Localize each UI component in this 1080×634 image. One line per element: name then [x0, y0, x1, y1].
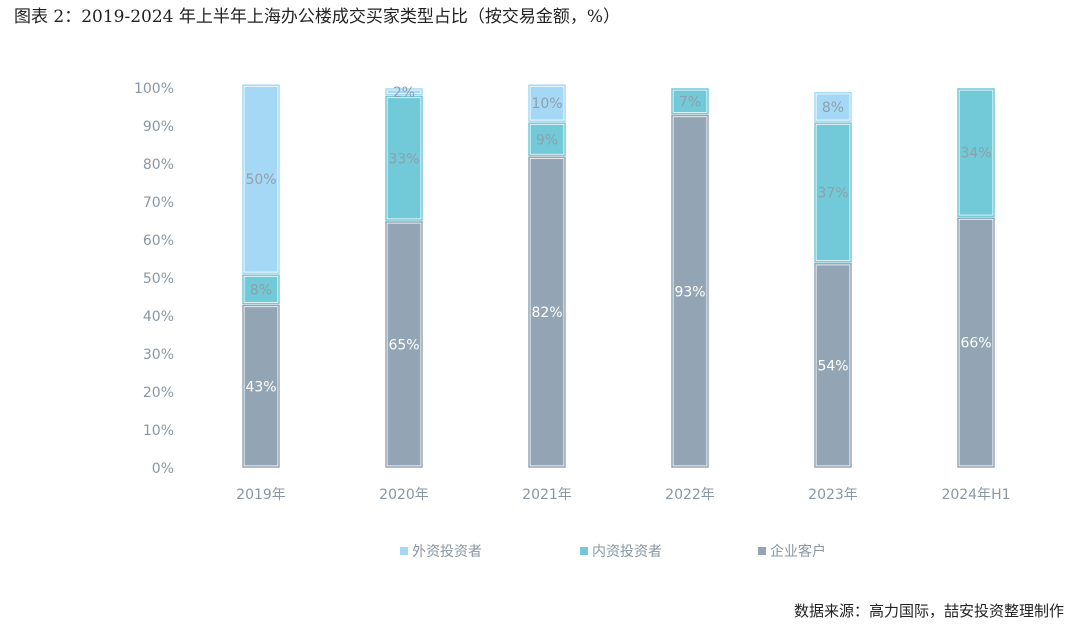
legend-swatch-domestic: [580, 547, 588, 555]
bar-group-1: 43% 8% 50%: [242, 84, 280, 468]
x-tick-label: 2022年: [665, 487, 715, 503]
bar-group-2: 65% 33% 2%: [385, 85, 423, 468]
x-tick-label: 2024年H1: [941, 487, 1010, 503]
bar-corporate-6: [959, 219, 993, 466]
bar-domestic-3: [530, 124, 564, 154]
legend-swatch-foreign: [400, 547, 408, 555]
x-tick-label: 2019年: [236, 487, 286, 503]
data-label: 37%: [817, 186, 848, 202]
bar-group-5: 54% 37% 8%: [814, 92, 852, 468]
bar-domestic-6: [959, 90, 993, 215]
data-label: 10%: [531, 96, 562, 112]
bar-group-3: 82% 9% 10%: [528, 84, 566, 468]
figure-title: 图表 2：2019-2024 年上半年上海办公楼成交买家类型占比（按交易金额，%…: [14, 7, 621, 27]
legend-label: 企业客户: [770, 543, 826, 560]
bar-domestic-1: [244, 276, 278, 303]
data-label: 34%: [960, 146, 991, 162]
x-tick-label: 2021年: [522, 487, 572, 503]
bar-group-6: 66% 34%: [957, 88, 995, 468]
data-label: 7%: [679, 94, 701, 110]
x-tick-label: 2020年: [379, 487, 429, 503]
data-label: 8%: [250, 282, 272, 298]
y-tick-label: 40%: [143, 309, 174, 325]
bar-corporate-2: [387, 223, 421, 466]
legend-label: 外资投资者: [412, 544, 482, 560]
bar-corporate-1: [244, 307, 278, 466]
bar-foreign-1: [244, 86, 278, 272]
y-tick-label: 0%: [152, 461, 174, 477]
y-tick-label: 90%: [143, 119, 174, 135]
data-label: 8%: [822, 100, 844, 116]
bar-domestic-2: [387, 98, 421, 219]
y-tick-label: 60%: [143, 233, 174, 249]
data-label: 9%: [536, 132, 558, 148]
y-tick-label: 30%: [143, 347, 174, 363]
data-label: 82%: [531, 305, 562, 321]
bar-corporate-4: [673, 117, 707, 466]
bar-corporate-3: [530, 158, 564, 466]
data-label: 43%: [245, 379, 276, 395]
x-tick-label: 2023年: [808, 487, 858, 503]
bar-foreign-5: [816, 94, 850, 120]
bar-corporate-5: [816, 265, 850, 466]
data-label: 50%: [245, 172, 276, 188]
bar-foreign-3: [530, 86, 564, 120]
data-label: 33%: [388, 151, 419, 167]
bar-group-4: 93% 7%: [671, 88, 709, 468]
y-tick-label: 50%: [143, 271, 174, 287]
legend-swatch-corporate: [758, 547, 766, 555]
source-note: 数据来源：高力国际，喆安投资整理制作: [793, 602, 1064, 620]
y-tick-label: 10%: [143, 423, 174, 439]
data-label: 93%: [674, 284, 705, 300]
y-tick-label: 100%: [134, 81, 174, 97]
y-tick-label: 70%: [143, 195, 174, 211]
y-tick-label: 20%: [143, 385, 174, 401]
bar-domestic-4: [673, 90, 707, 113]
legend-label: 内资投资者: [592, 544, 662, 560]
bar-domestic-5: [816, 124, 850, 261]
bar-foreign-2: [387, 90, 421, 94]
y-tick-label: 80%: [143, 157, 174, 173]
data-label: 2%: [393, 85, 415, 101]
data-label: 65%: [388, 338, 419, 354]
data-label: 54%: [817, 358, 848, 374]
data-label: 66%: [960, 336, 991, 352]
